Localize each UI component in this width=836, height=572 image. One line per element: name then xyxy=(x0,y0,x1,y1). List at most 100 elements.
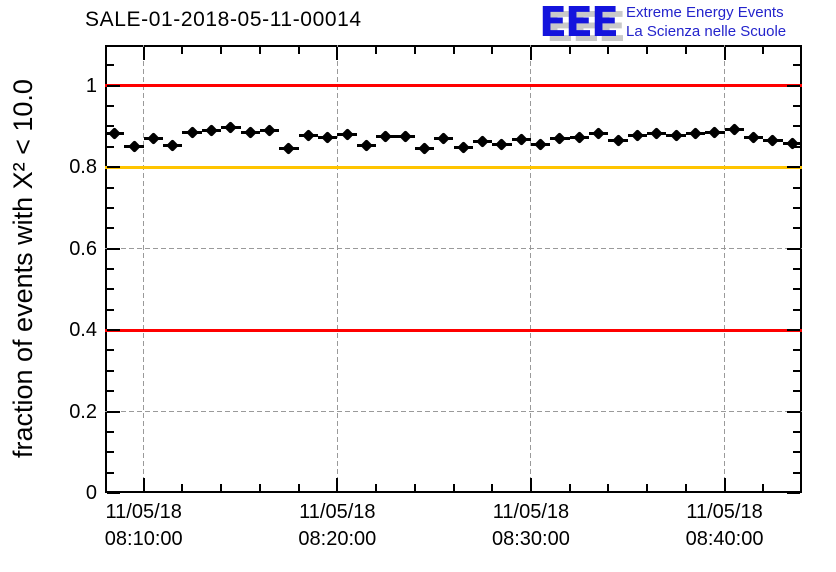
y-tick-label: 0.2 xyxy=(69,400,97,423)
x-axis-tick-top xyxy=(258,47,261,54)
y-axis-tick xyxy=(107,105,114,108)
x-axis-tick xyxy=(491,484,494,491)
y-axis-tick xyxy=(107,268,114,270)
y-axis-title: fraction of events with X² < 10.0 xyxy=(8,79,38,459)
x-axis-tick-top xyxy=(762,47,765,54)
y-tick-label: 0.8 xyxy=(69,156,97,179)
y-axis-tick-right xyxy=(793,206,800,209)
x-axis-tick xyxy=(684,484,687,491)
plot-title: SALE-01-2018-05-11-00014 xyxy=(85,8,362,31)
eee-logo-line2: La Scienza nelle Scuole xyxy=(626,23,787,40)
y-axis-tick xyxy=(107,451,114,454)
y-axis-tick xyxy=(107,349,114,352)
x-axis-tick xyxy=(181,484,184,491)
y-axis-tick xyxy=(107,308,114,311)
x-axis-tick xyxy=(762,484,765,491)
x-tick-label-date: 11/05/18 xyxy=(492,501,570,523)
h-gridline xyxy=(105,411,802,413)
y-tick-label: 0 xyxy=(85,482,97,504)
x-axis-tick-top xyxy=(723,47,726,60)
x-axis-tick xyxy=(723,478,726,491)
y-axis-tick-right xyxy=(793,451,800,454)
y-axis-tick-right xyxy=(787,84,800,87)
y-axis-tick-right xyxy=(793,369,800,372)
x-axis-tick-top xyxy=(684,47,687,54)
y-axis-tick-right xyxy=(793,349,800,352)
x-axis-tick xyxy=(646,484,649,491)
y-axis-tick-right xyxy=(793,64,800,67)
y-axis-tick-right xyxy=(793,145,800,148)
x-axis-tick-top xyxy=(336,47,339,60)
x-axis-tick-top xyxy=(220,47,223,54)
y-axis-tick xyxy=(107,84,120,87)
y-axis-tick xyxy=(107,410,120,413)
v-gridline xyxy=(530,45,532,493)
x-axis-tick xyxy=(220,484,223,491)
x-axis-tick-top xyxy=(297,47,300,54)
eee-logo-text: Extreme Energy Events La Scienza nelle S… xyxy=(626,3,786,41)
y-axis-tick xyxy=(107,430,114,433)
y-axis-tick xyxy=(107,471,114,474)
y-axis-tick-right xyxy=(787,166,800,169)
x-tick-label-time: 08:20:00 xyxy=(298,528,377,550)
y-axis-tick xyxy=(107,186,114,189)
y-axis-tick xyxy=(107,145,114,148)
x-axis-tick-top xyxy=(568,47,571,54)
x-axis-tick xyxy=(375,484,378,491)
x-axis-tick xyxy=(452,484,455,491)
x-axis-tick xyxy=(258,484,261,491)
x-axis-tick-top xyxy=(646,47,649,54)
y-axis-tick-right xyxy=(793,227,800,230)
y-axis-tick-right xyxy=(793,186,800,189)
y-axis-tick-right xyxy=(793,390,800,393)
y-axis-tick xyxy=(107,64,114,67)
y-axis-tick-right xyxy=(793,308,800,311)
x-axis-tick-top xyxy=(607,47,610,54)
x-axis-tick-top xyxy=(529,47,532,60)
reference-line xyxy=(105,165,802,169)
x-axis-tick-top xyxy=(491,47,494,54)
y-tick-label: 1 xyxy=(85,74,97,97)
y-axis-tick xyxy=(107,247,120,250)
y-axis-tick xyxy=(107,390,114,393)
x-axis-tick xyxy=(142,478,145,491)
y-axis-tick-right xyxy=(793,288,800,291)
y-axis-tick xyxy=(107,125,114,128)
y-axis-tick-right xyxy=(793,430,800,433)
v-gridline xyxy=(143,45,145,493)
x-axis-tick-top xyxy=(452,47,455,54)
y-axis-tick xyxy=(107,492,120,494)
reference-line xyxy=(105,84,802,88)
x-tick-label-date: 11/05/18 xyxy=(299,501,376,523)
y-axis-tick-right xyxy=(787,329,800,332)
y-axis-tick xyxy=(107,288,114,291)
x-axis-tick xyxy=(413,484,416,491)
y-tick-label: 0.4 xyxy=(69,319,97,342)
x-axis-tick xyxy=(336,478,339,491)
y-axis-tick-right xyxy=(793,105,800,108)
x-axis-tick-top xyxy=(142,47,145,60)
y-axis-tick-right xyxy=(793,125,800,128)
x-tick-label-date: 11/05/18 xyxy=(686,501,763,523)
x-axis-tick-top xyxy=(375,47,378,54)
x-tick-label-date: 11/05/18 xyxy=(105,501,182,523)
x-axis-tick-top xyxy=(181,47,184,54)
x-axis-tick-top xyxy=(413,47,416,54)
reference-line xyxy=(105,328,802,332)
y-axis-tick-right xyxy=(787,247,800,250)
x-axis-tick xyxy=(568,484,571,491)
y-axis-tick-right xyxy=(787,492,800,494)
h-gridline xyxy=(105,248,802,250)
y-axis-tick-right xyxy=(787,410,800,413)
y-axis-tick xyxy=(107,227,114,230)
v-gridline xyxy=(336,45,338,493)
x-axis-tick xyxy=(607,484,610,491)
x-tick-label-time: 08:40:00 xyxy=(685,528,764,550)
x-tick-label-time: 08:10:00 xyxy=(104,528,183,550)
plot-frame xyxy=(105,45,802,493)
x-axis-tick xyxy=(529,478,532,491)
y-axis-tick xyxy=(107,166,120,169)
y-tick-label: 0.6 xyxy=(69,237,97,260)
y-axis-tick-right xyxy=(793,471,800,474)
